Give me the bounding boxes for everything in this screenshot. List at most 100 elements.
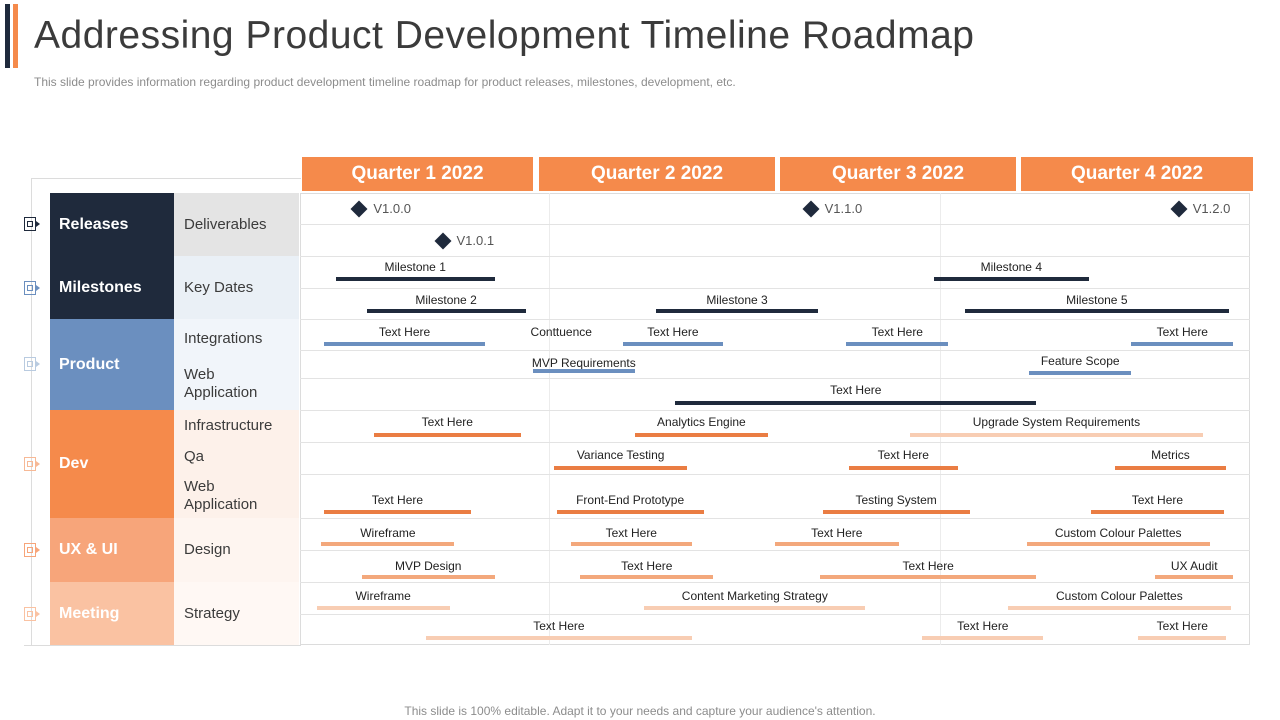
subcategory-integrations: Integrations — [184, 330, 263, 347]
row-separator — [300, 550, 1250, 551]
task-label: Upgrade System Requirements — [972, 415, 1141, 429]
subcategory-design: Design — [174, 518, 299, 582]
task-bar — [820, 575, 1037, 579]
task-bar — [1138, 636, 1227, 640]
task-bar — [775, 542, 899, 546]
task-label: Milestone 5 — [1066, 293, 1128, 307]
task-bar — [321, 542, 455, 546]
task-label: UX Audit — [1170, 559, 1218, 573]
category-dev: Dev — [50, 410, 174, 518]
row-separator — [300, 288, 1250, 289]
subcategory-product-web-application: Web Application — [184, 366, 258, 401]
subcategory-key-dates: Key Dates — [174, 256, 299, 319]
target-icon — [24, 217, 40, 231]
row-separator — [300, 582, 1250, 583]
task-label: Wireframe — [355, 589, 411, 603]
task-label: Metrics — [1151, 448, 1190, 462]
left-panel-top-border — [31, 178, 301, 179]
task-label: Custom Colour Palettes — [1054, 526, 1182, 540]
row-separator — [300, 614, 1250, 615]
quarter-divider — [940, 193, 941, 645]
task-label: Text Here — [621, 559, 673, 573]
row-separator — [300, 410, 1250, 411]
row-separator — [300, 518, 1250, 519]
task-label: Variance Testing — [576, 448, 665, 462]
task-label: Text Here — [877, 448, 929, 462]
task-label: Text Here — [830, 383, 882, 397]
task-bar — [922, 636, 1044, 640]
row-separator — [300, 256, 1250, 257]
task-label: Milestone 4 — [980, 260, 1042, 274]
title-accent-bar-orange — [13, 4, 18, 68]
task-bar — [644, 606, 866, 610]
task-bar — [634, 433, 768, 437]
row-separator — [300, 474, 1250, 475]
subcategory-qa: Qa — [184, 448, 205, 465]
task-label: Milestone 1 — [384, 260, 446, 274]
task-label: Text Here — [957, 619, 1009, 633]
task-label: Text Here — [647, 325, 699, 339]
task-bar — [910, 433, 1203, 437]
task-bar — [323, 342, 486, 346]
quarter-header-q2: Quarter 2 2022 — [539, 157, 775, 191]
quarter-header-q3: Quarter 3 2022 — [780, 157, 1016, 191]
task-bar — [323, 510, 471, 514]
task-bar — [554, 466, 688, 470]
category-product: Product — [50, 319, 174, 410]
category-ux-ui: UX & UI — [50, 518, 174, 582]
task-label: MVP Requirements — [531, 356, 636, 370]
task-label: Milestone 3 — [706, 293, 768, 307]
subcategory-dev-web-application: Web Application — [184, 478, 258, 513]
task-bar — [570, 542, 692, 546]
subcategory-strategy: Strategy — [174, 582, 299, 645]
task-label: Content Marketing Strategy — [681, 589, 828, 603]
task-bar — [316, 606, 450, 610]
task-label: Feature Scope — [1040, 354, 1120, 368]
task-bar — [1155, 575, 1234, 579]
task-bar — [1007, 606, 1231, 610]
task-bar — [556, 510, 704, 514]
task-label: Milestone 2 — [415, 293, 477, 307]
task-bar — [656, 309, 818, 313]
target-icon — [24, 543, 40, 557]
release-label: V1.2.0 — [1192, 201, 1231, 216]
task-bar — [1029, 371, 1132, 375]
task-bar — [373, 433, 521, 437]
subcategory-dev-bg — [174, 410, 299, 518]
task-bar — [822, 510, 970, 514]
task-label: Analytics Engine — [657, 415, 746, 429]
task-bar — [580, 575, 714, 579]
task-label: Wireframe — [360, 526, 416, 540]
task-label: Text Here — [605, 526, 657, 540]
task-bar — [848, 466, 958, 470]
task-bar — [675, 401, 1037, 405]
task-bar — [846, 342, 949, 346]
subcategory-product-bg — [174, 319, 299, 410]
task-label: Text Here — [871, 325, 923, 339]
task-bar — [425, 636, 692, 640]
task-label: Text Here — [902, 559, 954, 573]
row-separator — [300, 378, 1250, 379]
row-separator — [300, 350, 1250, 351]
task-label: Front-End Prototype — [576, 493, 685, 507]
task-bar — [532, 369, 635, 373]
row-separator — [300, 224, 1250, 225]
timeline-grid — [300, 193, 1250, 645]
task-label: Text Here — [811, 526, 863, 540]
page-title: Addressing Product Development Timeline … — [34, 14, 975, 57]
task-bar — [934, 277, 1089, 281]
title-accent-bar-dark — [5, 4, 10, 68]
page-subtitle: This slide provides information regardin… — [34, 75, 736, 89]
release-label: V1.1.0 — [824, 201, 863, 216]
category-releases: Releases — [50, 193, 174, 256]
task-bar — [623, 342, 723, 346]
task-label: Text Here — [1156, 619, 1208, 633]
task-bar — [361, 575, 495, 579]
task-bar — [1090, 510, 1224, 514]
task-label: Text Here — [378, 325, 431, 339]
category-milestones: Milestones — [50, 256, 174, 319]
release-label: V1.0.0 — [373, 201, 411, 216]
task-label: Text Here — [421, 415, 473, 429]
target-icon — [24, 281, 40, 295]
quarter-header-q1: Quarter 1 2022 — [302, 157, 533, 191]
